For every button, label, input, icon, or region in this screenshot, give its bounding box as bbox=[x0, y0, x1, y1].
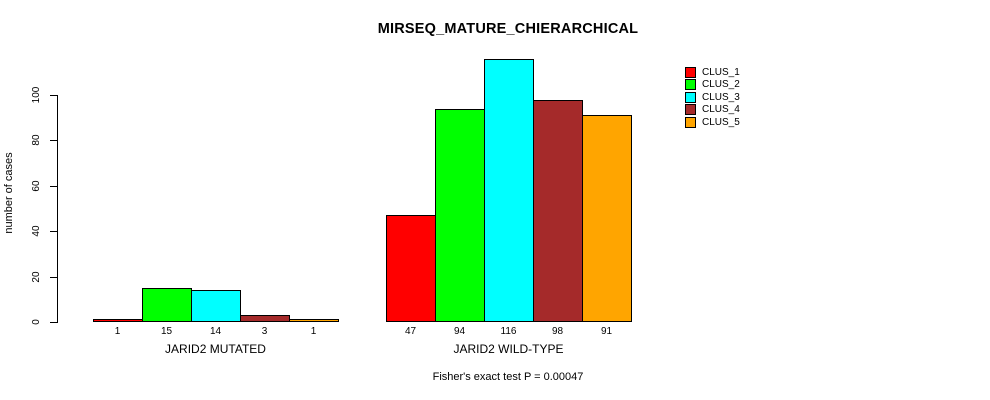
bar-value-label: 15 bbox=[160, 326, 173, 337]
legend-item-clus-1: CLUS_1 bbox=[685, 66, 740, 79]
bar-clus-2-jarid2-mutated bbox=[142, 288, 192, 322]
chart-title: MIRSEQ_MATURE_CHIERARCHICAL bbox=[377, 21, 639, 37]
bar-value-label: 1 bbox=[310, 326, 317, 337]
y-axis-tick bbox=[50, 140, 57, 141]
legend-swatch-clus-1 bbox=[685, 66, 696, 78]
x-group-label-jarid2-wild-type: JARID2 WILD-TYPE bbox=[453, 342, 564, 356]
bar-clus-1-jarid2-wild-type bbox=[386, 215, 436, 322]
y-axis-tick bbox=[50, 277, 57, 278]
bar-value-label: 14 bbox=[209, 326, 222, 337]
legend-item-label: CLUS_3 bbox=[702, 91, 740, 103]
bar-clus-1-jarid2-mutated bbox=[93, 319, 143, 322]
legend-swatch-clus-3 bbox=[685, 91, 696, 103]
y-axis-tick-label: 20 bbox=[31, 271, 42, 283]
y-axis-tick-label: 80 bbox=[31, 134, 42, 146]
legend-swatch-clus-5 bbox=[685, 116, 696, 128]
legend: CLUS_1 CLUS_2 CLUS_3 CLUS_4 CLUS_5 bbox=[685, 66, 740, 129]
legend-swatch-clus-4 bbox=[685, 104, 696, 116]
bar-value-label: 98 bbox=[551, 326, 564, 337]
bar-clus-3-jarid2-mutated bbox=[191, 290, 241, 322]
legend-item-clus-2: CLUS_2 bbox=[685, 79, 740, 92]
y-axis-line bbox=[57, 95, 58, 323]
legend-item-clus-3: CLUS_3 bbox=[685, 91, 740, 104]
bar-value-label: 91 bbox=[600, 326, 613, 337]
bar-clus-5-jarid2-wild-type bbox=[582, 115, 632, 322]
bar-value-label: 47 bbox=[404, 326, 417, 337]
y-axis-tick-label: 40 bbox=[31, 225, 42, 237]
bar-clus-3-jarid2-wild-type bbox=[484, 59, 534, 322]
y-axis-tick bbox=[50, 95, 57, 96]
x-group-label-jarid2-mutated: JARID2 MUTATED bbox=[165, 342, 266, 356]
bar-clus-2-jarid2-wild-type bbox=[435, 109, 485, 322]
bar-value-label: 1 bbox=[114, 326, 121, 337]
y-axis-tick bbox=[50, 186, 57, 187]
y-axis-tick-label: 0 bbox=[31, 319, 42, 325]
legend-item-label: CLUS_1 bbox=[702, 66, 740, 78]
legend-swatch-clus-2 bbox=[685, 79, 696, 91]
legend-item-clus-4: CLUS_4 bbox=[685, 104, 740, 117]
bar-value-label: 3 bbox=[261, 326, 268, 337]
bar-clus-4-jarid2-wild-type bbox=[533, 100, 583, 322]
legend-item-label: CLUS_5 bbox=[702, 116, 740, 128]
y-axis-tick-label: 100 bbox=[31, 86, 42, 104]
y-axis-label: number of cases bbox=[3, 152, 15, 234]
footnote: Fisher's exact test P = 0.00047 bbox=[432, 371, 584, 383]
y-axis-tick bbox=[50, 322, 57, 323]
y-axis-tick bbox=[50, 231, 57, 232]
bar-clus-5-jarid2-mutated bbox=[289, 319, 339, 322]
legend-item-label: CLUS_2 bbox=[702, 79, 740, 91]
bar-value-label: 94 bbox=[453, 326, 466, 337]
legend-item-label: CLUS_4 bbox=[702, 104, 740, 116]
bar-value-label: 116 bbox=[500, 326, 517, 337]
legend-item-clus-5: CLUS_5 bbox=[685, 116, 740, 129]
y-axis-tick-label: 60 bbox=[31, 180, 42, 192]
bar-clus-4-jarid2-mutated bbox=[240, 315, 290, 322]
